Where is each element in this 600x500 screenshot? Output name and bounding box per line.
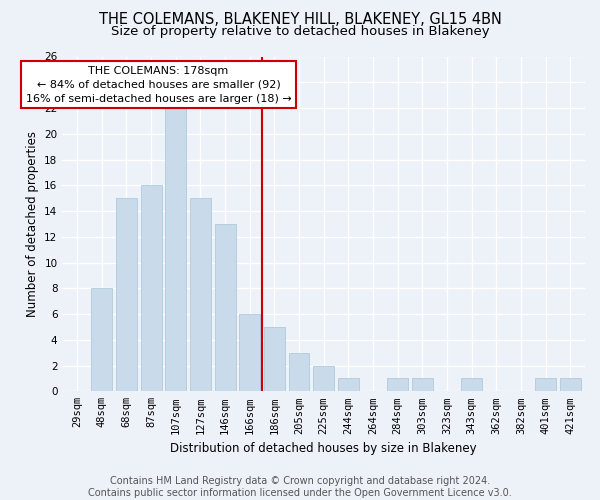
Bar	[387, 378, 408, 392]
Bar	[190, 198, 211, 392]
Bar	[338, 378, 359, 392]
Bar	[560, 378, 581, 392]
Bar	[239, 314, 260, 392]
Bar	[91, 288, 112, 392]
Bar	[535, 378, 556, 392]
Text: Contains HM Land Registry data © Crown copyright and database right 2024.
Contai: Contains HM Land Registry data © Crown c…	[88, 476, 512, 498]
X-axis label: Distribution of detached houses by size in Blakeney: Distribution of detached houses by size …	[170, 442, 477, 455]
Bar	[215, 224, 236, 392]
Text: THE COLEMANS, BLAKENEY HILL, BLAKENEY, GL15 4BN: THE COLEMANS, BLAKENEY HILL, BLAKENEY, G…	[98, 12, 502, 28]
Text: THE COLEMANS: 178sqm
← 84% of detached houses are smaller (92)
16% of semi-detac: THE COLEMANS: 178sqm ← 84% of detached h…	[26, 66, 292, 104]
Bar	[165, 108, 186, 392]
Text: Size of property relative to detached houses in Blakeney: Size of property relative to detached ho…	[110, 25, 490, 38]
Bar	[140, 186, 161, 392]
Y-axis label: Number of detached properties: Number of detached properties	[26, 131, 38, 317]
Bar	[461, 378, 482, 392]
Bar	[289, 352, 310, 392]
Bar	[116, 198, 137, 392]
Bar	[412, 378, 433, 392]
Bar	[313, 366, 334, 392]
Bar	[264, 327, 285, 392]
